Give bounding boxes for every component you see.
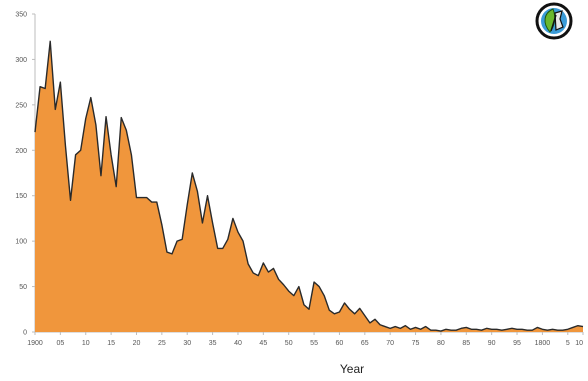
x-tick-label: 1800 (535, 340, 551, 347)
x-tick-label: 30 (183, 340, 191, 347)
x-tick-label: 95 (513, 340, 521, 347)
y-tick-label: 250 (15, 102, 27, 109)
y-tick-label: 300 (15, 57, 27, 64)
x-tick-label: 45 (259, 340, 267, 347)
series-line (34, 40, 584, 332)
x-tick-label: 10 (575, 340, 583, 347)
x-tick-label: 40 (234, 340, 242, 347)
x-tick-label: 70 (386, 340, 394, 347)
x-tick-label: 55 (310, 340, 318, 347)
x-tick-label: 5 (566, 340, 570, 347)
x-tick-label: 80 (437, 340, 445, 347)
x-tick-label: 65 (361, 340, 369, 347)
y-tick-label: 150 (15, 193, 27, 200)
x-axis: 1900 05 10 15 20 25 30 35 40 45 50 55 60 65 70 75 80 85 90… (27, 331, 584, 347)
x-axis-title: Year (340, 362, 364, 376)
y-axis: 0 50 100 150 200 250 300 350 (15, 12, 36, 337)
x-tick-label: 25 (158, 340, 166, 347)
y-tick-label: 200 (15, 148, 27, 155)
y-tick-label: 0 (23, 330, 27, 337)
x-tick-label: 15 (107, 340, 115, 347)
y-tick-label: 50 (19, 284, 27, 291)
x-tick-label: 75 (412, 340, 420, 347)
x-tick-label: 50 (285, 340, 293, 347)
x-tick-label: 35 (209, 340, 217, 347)
y-tick-label: 350 (15, 12, 27, 19)
x-tick-label: 10 (82, 340, 90, 347)
x-tick-label: 1900 (27, 340, 43, 347)
x-tick-label: 90 (488, 340, 496, 347)
series-area-fill (35, 41, 583, 332)
globe-leaf-logo-icon (535, 2, 573, 40)
x-tick-label: 60 (336, 340, 344, 347)
x-tick-label: 20 (133, 340, 141, 347)
x-tick-label: 05 (56, 340, 64, 347)
x-tick-label: 85 (462, 340, 470, 347)
y-tick-label: 100 (15, 239, 27, 246)
